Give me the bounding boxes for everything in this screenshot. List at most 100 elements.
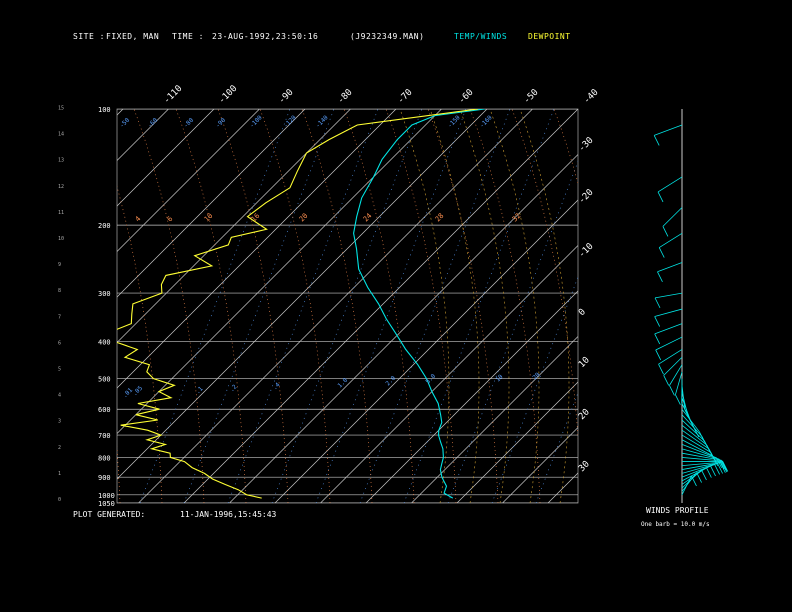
height-tick-label: 6	[58, 340, 61, 346]
wind-barb	[669, 385, 675, 396]
wind-shaft	[681, 424, 708, 446]
wind-shaft	[681, 414, 703, 437]
wind-barb	[654, 316, 661, 327]
height-tick-label: 7	[58, 314, 61, 320]
dewpoint-profile-line	[117, 109, 478, 499]
wind-shaft	[681, 463, 718, 474]
wind-shaft	[669, 364, 683, 386]
mixing-ratio-line	[403, 109, 555, 503]
mixing-ratio-label: .2	[228, 383, 238, 393]
dry-adiabat-line	[469, 109, 541, 503]
wind-barb	[710, 465, 716, 477]
height-tick-label: 3	[58, 419, 61, 425]
wind-barb	[663, 375, 670, 386]
temperature-tick-label: -100	[217, 84, 239, 106]
isotherm-line	[547, 472, 578, 503]
wind-barb	[675, 394, 681, 405]
dry-adiabat-label: -150	[446, 114, 461, 129]
wind-shaft	[658, 349, 683, 365]
temperature-tick-label: -10	[577, 242, 596, 261]
height-tick-label: 2	[58, 445, 61, 451]
wind-shaft	[681, 429, 710, 450]
pressure-tick-label: 1000	[98, 492, 115, 500]
pressure-tick-label: 200	[98, 222, 111, 230]
wind-barb	[658, 363, 664, 375]
isotherm-line	[117, 109, 442, 434]
height-tick-label: 9	[58, 262, 61, 268]
temperature-tick-label: -30	[577, 136, 596, 155]
legend-dewpoint: DEWPOINT	[528, 32, 571, 41]
wind-barb	[714, 464, 721, 475]
moist-adiabat-label: 10	[203, 212, 215, 224]
dry-adiabat-line	[301, 109, 373, 503]
site-label: SITE :	[73, 32, 105, 41]
moist-adiabat-line	[429, 109, 480, 503]
dry-adiabat-line	[343, 109, 415, 503]
mixing-ratio-label: .4	[271, 381, 281, 391]
mixing-ratio-label: .05	[131, 385, 144, 398]
temperature-tick-label: -40	[582, 88, 601, 107]
plot-generated-label: PLOT GENERATED:	[73, 510, 146, 519]
mixing-ratio-line	[271, 109, 423, 503]
temperature-tick-label: -90	[277, 88, 296, 107]
mixing-ratio-label: 10	[494, 373, 504, 383]
dry-adiabat-label: -60	[146, 117, 159, 130]
temperature-tick-label: -80	[336, 88, 355, 107]
moist-adiabat-line	[459, 109, 510, 503]
pressure-tick-label: 700	[98, 432, 111, 440]
wind-shaft	[681, 434, 712, 453]
mixing-ratio-line	[183, 109, 335, 503]
file-name: (J9232349.MAN)	[350, 32, 425, 41]
wind-barb	[721, 461, 728, 473]
temperature-tick-label: -60	[457, 88, 476, 107]
mixing-ratio-line	[139, 109, 291, 503]
isotherm-line	[0, 109, 32, 503]
height-tick-label: 0	[58, 497, 61, 503]
isotherm-line	[117, 109, 488, 480]
mixing-ratio-line	[359, 109, 511, 503]
isotherm-line	[183, 109, 578, 503]
wind-barb	[691, 475, 697, 487]
isotherm-line	[411, 336, 578, 503]
mixing-ratio-label: 5.0	[424, 373, 437, 386]
wind-barb	[701, 469, 707, 481]
time-label: TIME :	[172, 32, 204, 41]
isotherm-line	[229, 154, 578, 503]
moist-adiabat-line	[519, 109, 570, 503]
isotherm-line	[456, 381, 578, 503]
wind-shaft	[681, 443, 717, 459]
wind-shaft	[681, 439, 713, 457]
dry-adiabat-label: -50	[118, 117, 131, 130]
isotherm-line	[502, 427, 578, 503]
wind-barb	[662, 226, 669, 237]
moist-adiabat-label: 20	[298, 212, 310, 224]
isotherm-line	[117, 109, 169, 161]
isotherm-line	[117, 109, 260, 252]
plot-area	[0, 109, 578, 503]
wind-shaft	[662, 207, 683, 227]
height-tick-label: 10	[58, 236, 64, 242]
isotherm-line	[117, 109, 215, 207]
wind-barb	[657, 191, 664, 203]
dry-adiabat-line	[511, 109, 578, 441]
pressure-tick-label: 300	[98, 290, 111, 298]
wind-barb	[658, 247, 665, 258]
moist-adiabat-label: 6	[166, 215, 175, 224]
temperature-tick-label: 10	[577, 355, 592, 370]
height-tick-label: 15	[58, 106, 64, 112]
wind-shaft	[663, 356, 683, 376]
isotherm-line	[117, 109, 397, 389]
temperature-tick-label: -50	[522, 88, 541, 107]
isotherm-line	[117, 109, 124, 116]
temperature-tick-label: 30	[577, 459, 592, 474]
wind-shaft	[657, 176, 683, 193]
height-tick-label: 4	[58, 393, 61, 399]
mixing-ratio-line	[227, 109, 379, 503]
isotherm-line	[274, 199, 578, 503]
pressure-tick-label: 100	[98, 106, 111, 114]
mixing-ratio-line	[491, 276, 578, 503]
plot-frame	[116, 108, 579, 504]
height-tick-label: 13	[58, 158, 64, 164]
mixing-ratio-label: 20	[531, 371, 541, 381]
isotherm-line	[365, 290, 578, 503]
